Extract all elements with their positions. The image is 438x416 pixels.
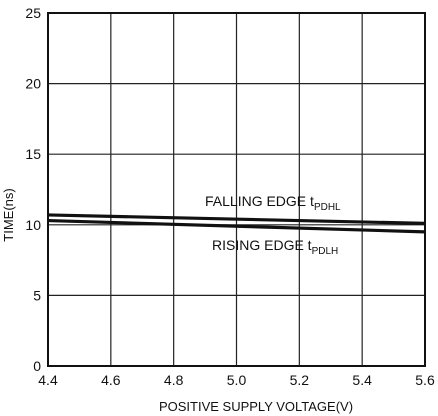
x-tick-label: 5.6 [415,372,435,388]
annotation-rising-edge: RISING EDGE tPDLH [212,237,338,257]
y-axis-label: TIME(ns) [1,188,16,241]
x-tick-label: 4.6 [101,372,121,388]
x-tick-label: 4.4 [38,372,58,388]
annotation-falling-edge: FALLING EDGE tPDHL [205,193,341,213]
plot-frame [47,12,426,367]
y-tick-label: 0 [33,358,41,374]
y-tick-label: 15 [25,146,41,162]
x-tick-label: 5.0 [227,372,247,388]
y-tick-label: 25 [25,5,41,21]
y-tick-label: 10 [25,217,41,233]
series-line-falling-edge [47,213,426,225]
x-tick-label: 5.2 [290,372,310,388]
y-tick-label: 5 [33,287,41,303]
x-tick-label: 5.4 [352,372,372,388]
x-tick-label: 4.8 [164,372,184,388]
grid [48,13,425,366]
y-tick-labels: 0 5 10 15 20 25 [25,5,41,374]
series-line-rising-edge [47,218,426,234]
series-group [47,213,426,234]
x-tick-labels: 4.4 4.6 4.8 5.0 5.2 5.4 5.6 [38,372,435,388]
y-tick-label: 20 [25,76,41,92]
x-axis-label: POSITIVE SUPPLY VOLTAGE(V) [159,399,353,414]
